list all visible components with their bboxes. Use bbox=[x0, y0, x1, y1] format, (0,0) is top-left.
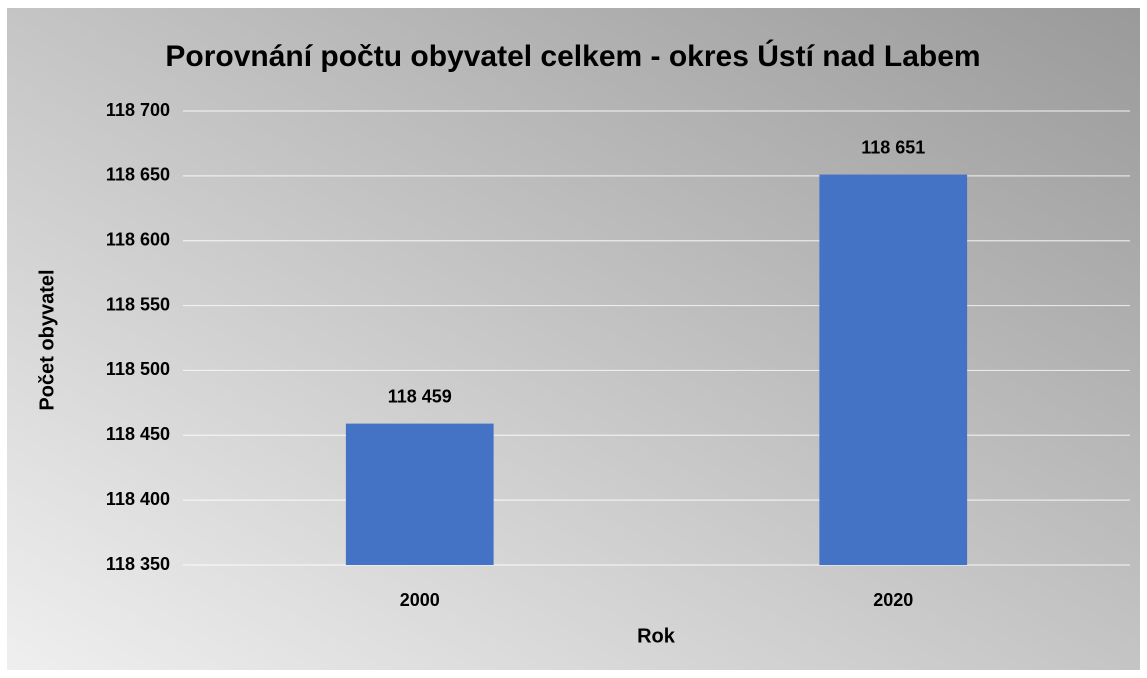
x-tick-label: 2000 bbox=[400, 590, 440, 610]
y-tick-label: 118 500 bbox=[106, 359, 170, 379]
y-tick-label: 118 450 bbox=[106, 424, 170, 444]
x-tick-label: 2020 bbox=[873, 590, 913, 610]
chart-background bbox=[7, 8, 1140, 670]
y-tick-label: 118 700 bbox=[106, 100, 170, 120]
y-tick-label: 118 600 bbox=[106, 229, 170, 249]
data-label: 118 651 bbox=[861, 137, 925, 157]
y-axis-label: Počet obyvatel bbox=[36, 269, 58, 410]
data-label: 118 459 bbox=[388, 386, 452, 406]
chart-title: Porovnání počtu obyvatel celkem - okres … bbox=[165, 39, 980, 73]
x-axis-label: Rok bbox=[637, 625, 676, 647]
bar bbox=[819, 174, 968, 565]
bar bbox=[345, 423, 494, 565]
y-tick-label: 118 350 bbox=[106, 554, 170, 574]
y-tick-label: 118 550 bbox=[106, 294, 170, 314]
y-tick-label: 118 400 bbox=[106, 489, 170, 509]
y-tick-label: 118 650 bbox=[106, 165, 170, 185]
